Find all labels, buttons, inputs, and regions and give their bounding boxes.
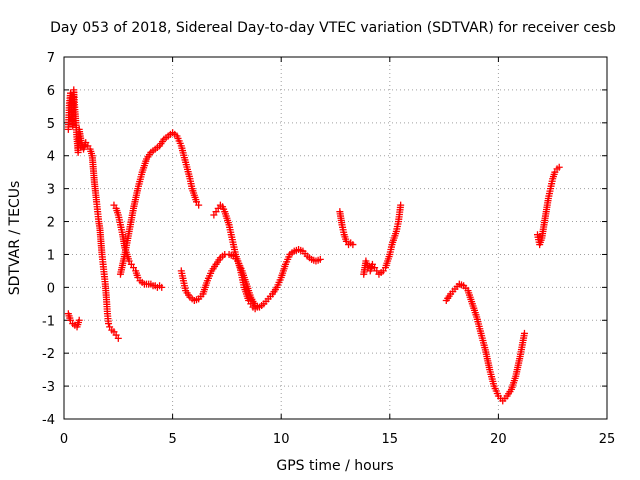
series-segment-4: [336, 208, 357, 249]
data-marks: [64, 86, 563, 405]
x-tick-label: 10: [273, 432, 290, 447]
chart-title: Day 053 of 2018, Sidereal Day-to-day VTE…: [50, 20, 616, 36]
y-tick-label: 7: [47, 51, 55, 66]
data-point: [253, 303, 261, 311]
x-tick-label: 25: [599, 432, 616, 447]
series-segment-5: [360, 201, 405, 278]
x-tick-label: 15: [382, 432, 399, 447]
y-tick-label: 5: [47, 117, 55, 132]
y-tick-label: -3: [42, 380, 55, 395]
data-point: [397, 201, 405, 209]
data-point: [349, 241, 357, 249]
y-tick-label: -1: [42, 314, 55, 329]
axis-ticks: -4 -3 -2 -1 0 1 2 3 4 5 6 7 0 5 10 15 20 25: [42, 51, 615, 447]
y-tick-label: 0: [47, 281, 55, 296]
series-segment-6: [442, 280, 528, 405]
series-segment-2-rising: [116, 129, 203, 278]
data-point: [114, 334, 122, 342]
y-tick-label: 3: [47, 183, 55, 198]
x-axis-label: GPS time / hours: [276, 458, 393, 474]
series-segment-3-branch: [210, 201, 261, 313]
series-segment-7: [533, 163, 563, 249]
grid: [64, 57, 607, 419]
data-point: [75, 316, 83, 324]
x-tick-label: 5: [168, 432, 176, 447]
series-segment-1-upper: [64, 86, 122, 342]
data-point: [555, 163, 563, 171]
x-tick-label: 0: [60, 432, 68, 447]
y-tick-label: 4: [47, 150, 55, 165]
y-axis-label: SDTVAR / TECUs: [7, 181, 23, 296]
series-segment-2-falling: [110, 201, 166, 291]
y-tick-label: -4: [42, 413, 55, 428]
data-point: [158, 283, 166, 291]
y-tick-label: -2: [42, 347, 55, 362]
series-segment-1-lower: [64, 310, 83, 331]
plot-frame: [63, 56, 608, 420]
data-point: [520, 329, 528, 337]
y-tick-label: 6: [47, 84, 55, 99]
data-point: [316, 255, 324, 263]
x-tick-label: 20: [490, 432, 507, 447]
y-tick-label: 1: [47, 248, 55, 263]
data-point: [105, 320, 113, 328]
series-segment-3: [177, 246, 324, 311]
y-tick-label: 2: [47, 216, 55, 231]
data-point: [195, 201, 203, 209]
